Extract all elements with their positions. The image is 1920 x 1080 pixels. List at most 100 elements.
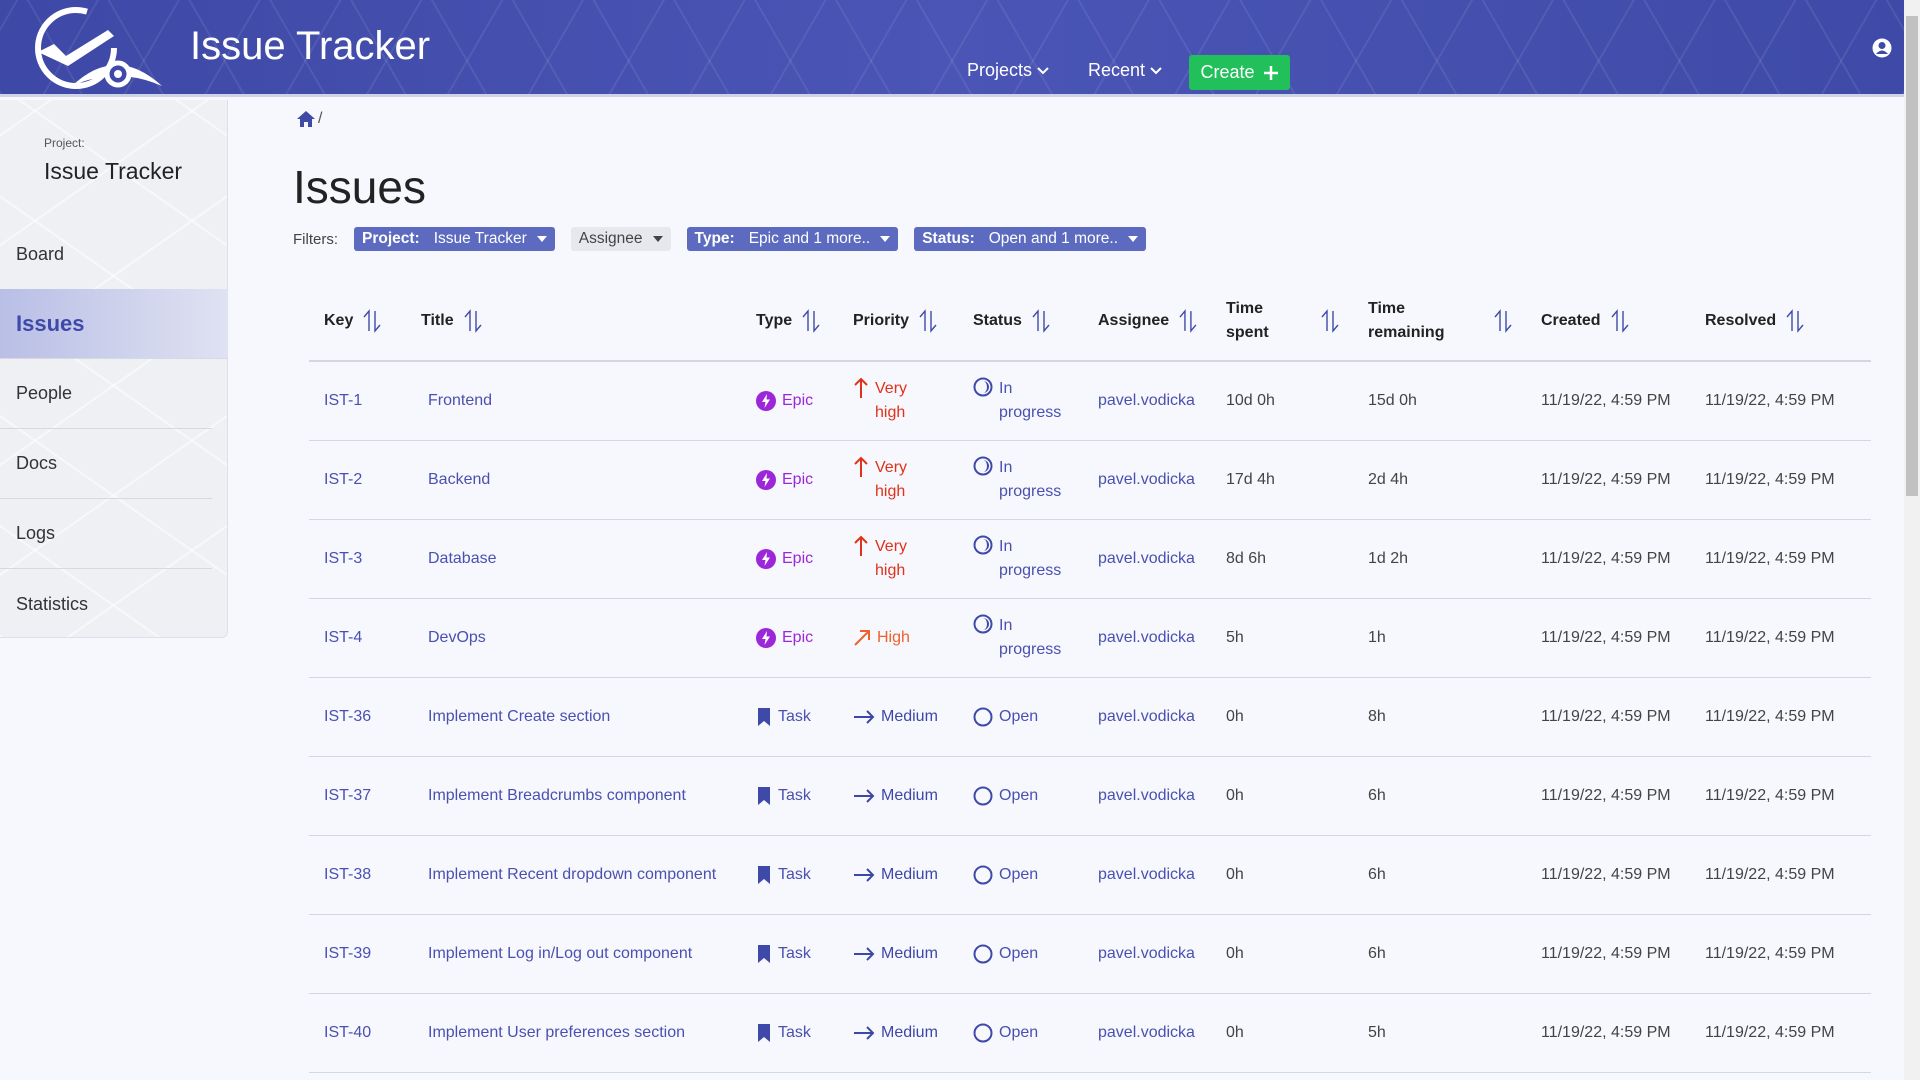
column-header[interactable]: Title — [406, 282, 741, 362]
table-row[interactable]: IST-2 Backend Epic Very high In progress pave… — [309, 440, 1871, 520]
assignee-link[interactable]: pavel.vodicka — [1098, 628, 1195, 646]
assignee-link[interactable]: pavel.vodicka — [1098, 470, 1195, 488]
issue-key-link[interactable]: IST-40 — [324, 1023, 372, 1041]
assignee-link[interactable]: pavel.vodicka — [1098, 786, 1195, 804]
created-cell: 11/19/22, 4:59 PM — [1526, 993, 1690, 1073]
issue-key-link[interactable]: IST-39 — [324, 944, 372, 962]
sort-icon[interactable] — [462, 309, 484, 333]
priority-label: Medium — [881, 786, 938, 804]
column-header[interactable]: Created — [1526, 282, 1690, 362]
table-row[interactable]: IST-37 Implement Breadcrumbs component Tas… — [309, 756, 1871, 836]
sort-icon[interactable] — [1030, 309, 1052, 333]
issue-key-link[interactable]: IST-1 — [324, 391, 363, 409]
issue-key-link[interactable]: IST-2 — [324, 470, 363, 488]
epic-icon — [756, 390, 776, 411]
priority-cell: Medium — [838, 756, 958, 836]
sort-icon[interactable] — [1492, 309, 1514, 333]
status-cell: Open — [958, 835, 1083, 915]
created-date: 11/19/22, 4:59 PM — [1541, 628, 1671, 646]
chevron-down-icon — [1037, 66, 1049, 74]
assignee-link[interactable]: pavel.vodicka — [1098, 549, 1195, 567]
table-row[interactable]: IST-4 DevOps Epic High In progress pavel.vodi… — [309, 598, 1871, 678]
priority-label: Very high — [875, 458, 908, 500]
title-cell: Implement Breadcrumbs component — [406, 756, 741, 836]
table-row[interactable]: IST-3 Database Epic Very high In progress pav… — [309, 519, 1871, 599]
sidebar-item-people[interactable]: People — [0, 359, 212, 429]
priority-cell: Very high — [838, 361, 958, 441]
issue-title-link[interactable]: Implement Log in/Log out component — [428, 944, 693, 962]
scrollbar-thumb[interactable] — [1906, 16, 1918, 496]
created-cell: 11/19/22, 4:59 PM — [1526, 519, 1690, 599]
logo-icon[interactable] — [26, 4, 166, 92]
column-header[interactable]: Time spent — [1211, 282, 1353, 362]
project-filter[interactable]: Project: Issue Tracker — [354, 227, 555, 251]
sort-icon[interactable] — [361, 309, 383, 333]
issue-key-link[interactable]: IST-38 — [324, 865, 372, 883]
sidebar-item-statistics[interactable]: Statistics — [16, 593, 89, 614]
sort-icon[interactable] — [1319, 309, 1341, 333]
home-icon[interactable] — [296, 110, 316, 128]
type-filter[interactable]: Type: Epic and 1 more.. — [686, 227, 899, 251]
issue-key-link[interactable]: IST-3 — [324, 549, 363, 567]
issue-title-link[interactable]: Implement User preferences section — [428, 1023, 685, 1041]
issue-title-link[interactable]: Frontend — [428, 391, 493, 409]
column-header[interactable]: Status — [958, 282, 1083, 362]
created-cell: 11/19/22, 4:59 PM — [1526, 440, 1690, 520]
app-title[interactable]: Issue Tracker — [190, 24, 431, 68]
table-row[interactable]: IST-36 Implement Create section Task Medium… — [309, 677, 1871, 757]
column-header[interactable]: Resolved — [1690, 282, 1871, 362]
table-row[interactable]: IST-40 Implement User preferences section… — [309, 993, 1871, 1073]
issue-title-link[interactable]: Implement Recent dropdown component — [428, 865, 717, 883]
filter-value: Epic and 1 more.. — [748, 230, 871, 247]
sidebar-item-logs[interactable]: Logs — [0, 499, 212, 569]
status-filter[interactable]: Status: Open and 1 more.. — [914, 227, 1146, 251]
priority-label: Medium — [881, 707, 938, 725]
column-header[interactable]: Key — [309, 282, 406, 362]
assignee-link[interactable]: pavel.vodicka — [1098, 865, 1195, 883]
user-account-icon[interactable] — [1872, 38, 1892, 58]
issue-key-link[interactable]: IST-36 — [324, 707, 372, 725]
sort-icon[interactable] — [1784, 309, 1806, 333]
sidebar-item-docs[interactable]: Docs — [0, 429, 212, 499]
sort-icon[interactable] — [1609, 309, 1631, 333]
assignee-link[interactable]: pavel.vodicka — [1098, 944, 1195, 962]
projects-menu[interactable]: Projects — [967, 60, 1050, 81]
resolved-date: 11/19/22, 4:59 PM — [1705, 470, 1835, 488]
column-header[interactable]: Assignee — [1083, 282, 1211, 362]
column-header[interactable]: Type — [741, 282, 838, 362]
column-label: Type — [756, 312, 793, 329]
issue-key-link[interactable]: IST-4 — [324, 628, 363, 646]
issue-key-link[interactable]: IST-37 — [324, 786, 372, 804]
assignee-link[interactable]: pavel.vodicka — [1098, 391, 1195, 409]
type-label: Task — [778, 865, 811, 883]
table-row[interactable]: IST-38 Implement Recent dropdown componen… — [309, 835, 1871, 915]
sort-icon[interactable] — [800, 309, 822, 333]
arrow-up-icon — [854, 535, 868, 556]
column-header[interactable]: Priority — [838, 282, 958, 362]
priority-cell: Very high — [838, 440, 958, 520]
arrow-up-icon — [854, 456, 868, 477]
scrollbar[interactable] — [1904, 0, 1920, 1080]
sort-icon[interactable] — [917, 309, 939, 333]
issue-title-link[interactable]: Database — [428, 549, 497, 567]
recent-menu[interactable]: Recent — [1088, 60, 1163, 81]
assignee-cell: pavel.vodicka — [1083, 519, 1211, 599]
create-button[interactable]: Create — [1189, 55, 1290, 90]
assignee-link[interactable]: pavel.vodicka — [1098, 1023, 1195, 1041]
sort-icon[interactable] — [1177, 309, 1199, 333]
arrow-right-icon — [854, 1025, 875, 1040]
table-row[interactable]: IST-1 Frontend Epic Very high In progress pav… — [309, 361, 1871, 441]
issue-title-link[interactable]: Implement Breadcrumbs component — [428, 786, 686, 804]
table-row[interactable]: IST-39 Implement Log in/Log out component… — [309, 914, 1871, 994]
title-cell: Backend — [406, 440, 741, 520]
column-header[interactable]: Time remaining — [1353, 282, 1526, 362]
resolved-date: 11/19/22, 4:59 PM — [1705, 391, 1835, 409]
assignee-link[interactable]: pavel.vodicka — [1098, 707, 1195, 725]
filters-label: Filters: — [293, 230, 338, 248]
issue-title-link[interactable]: Implement Create section — [428, 707, 611, 725]
sidebar-item-issues[interactable]: Issues — [0, 289, 228, 359]
issue-title-link[interactable]: DevOps — [428, 628, 486, 646]
sidebar-item-board[interactable]: Board — [0, 220, 212, 290]
issue-title-link[interactable]: Backend — [428, 470, 491, 488]
assignee-filter[interactable]: Assignee — [570, 227, 671, 251]
